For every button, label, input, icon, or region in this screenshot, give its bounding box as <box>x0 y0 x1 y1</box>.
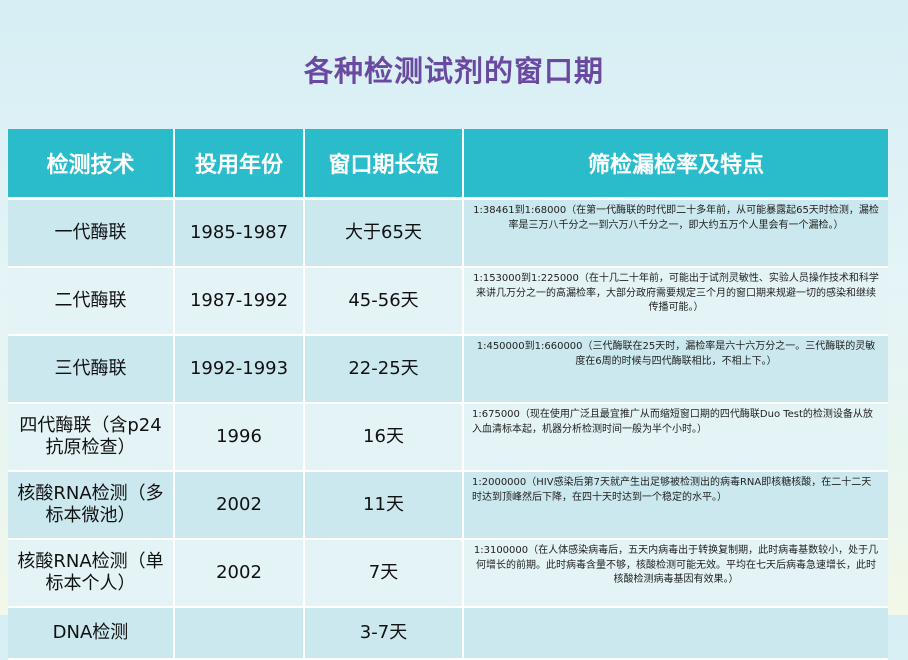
cell-tech: 一代酶联 <box>8 198 175 268</box>
table-row: 核酸RNA检测（多标本微池） 2002 11天 1:2000000（HIV感染后… <box>8 471 888 540</box>
table-row: 四代酶联（含p24抗原检查） 1996 16天 1:675000（现在使用广泛且… <box>8 403 888 472</box>
cell-window: 16天 <box>304 403 464 472</box>
cell-year: 2002 <box>174 471 305 540</box>
cell-tech: 四代酶联（含p24抗原检查） <box>8 403 175 472</box>
header-note: 筛检漏检率及特点 <box>463 129 888 200</box>
cell-window: 11天 <box>304 471 464 540</box>
page-title: 各种检测试剂的窗口期 <box>303 54 604 88</box>
table-row: 三代酶联 1992-1993 22-25天 1:450000到1:660000（… <box>8 335 888 404</box>
header-window: 窗口期长短 <box>304 129 464 200</box>
cell-year: 1992-1993 <box>174 335 305 404</box>
cell-window: 大于65天 <box>304 198 464 268</box>
table-row: 一代酶联 1985-1987 大于65天 1:38461到1:68000（在第一… <box>8 198 888 268</box>
cell-year: 2002 <box>174 539 305 608</box>
cell-note: 1:450000到1:660000（三代酶联在25天时，漏检率是六十六万分之一。… <box>463 335 888 404</box>
cell-tech: 三代酶联 <box>8 335 175 404</box>
window-period-table-container: 检测技术 投用年份 窗口期长短 筛检漏检率及特点 一代酶联 1985-1987 … <box>8 129 888 660</box>
cell-note: 1:153000到1:225000（在十几二十年前，可能出于试剂灵敏性、实验人员… <box>463 267 888 336</box>
cell-tech: 核酸RNA检测（多标本微池） <box>8 471 175 540</box>
cell-window: 22-25天 <box>304 335 464 404</box>
header-tech: 检测技术 <box>8 129 175 200</box>
table-header-row: 检测技术 投用年份 窗口期长短 筛检漏检率及特点 <box>8 129 888 200</box>
cell-window: 45-56天 <box>304 267 464 336</box>
cell-window: 7天 <box>304 539 464 608</box>
cell-tech: 核酸RNA检测（单标本个人） <box>8 539 175 608</box>
table-row: 核酸RNA检测（单标本个人） 2002 7天 1:3100000（在人体感染病毒… <box>8 539 888 608</box>
cell-tech: 二代酶联 <box>8 267 175 336</box>
cell-note: 1:38461到1:68000（在第一代酶联的时代即二十多年前，从可能暴露起65… <box>463 198 888 268</box>
cell-note: 1:675000（现在使用广泛且最宜推广从而缩短窗口期的四代酶联Duo Test… <box>463 403 888 472</box>
header-year: 投用年份 <box>174 129 305 200</box>
cell-year: 1987-1992 <box>174 267 305 336</box>
cell-year: 1985-1987 <box>174 198 305 268</box>
table-row: 二代酶联 1987-1992 45-56天 1:153000到1:225000（… <box>8 267 888 336</box>
cell-note: 1:2000000（HIV感染后第7天就产生出足够被检测出的病毒RNA即核糖核酸… <box>463 471 888 540</box>
window-period-table: 检测技术 投用年份 窗口期长短 筛检漏检率及特点 一代酶联 1985-1987 … <box>8 129 888 660</box>
cell-note: 1:3100000（在人体感染病毒后，五天内病毒出于转换复制期，此时病毒基数较小… <box>463 539 888 608</box>
cell-year: 1996 <box>174 403 305 472</box>
